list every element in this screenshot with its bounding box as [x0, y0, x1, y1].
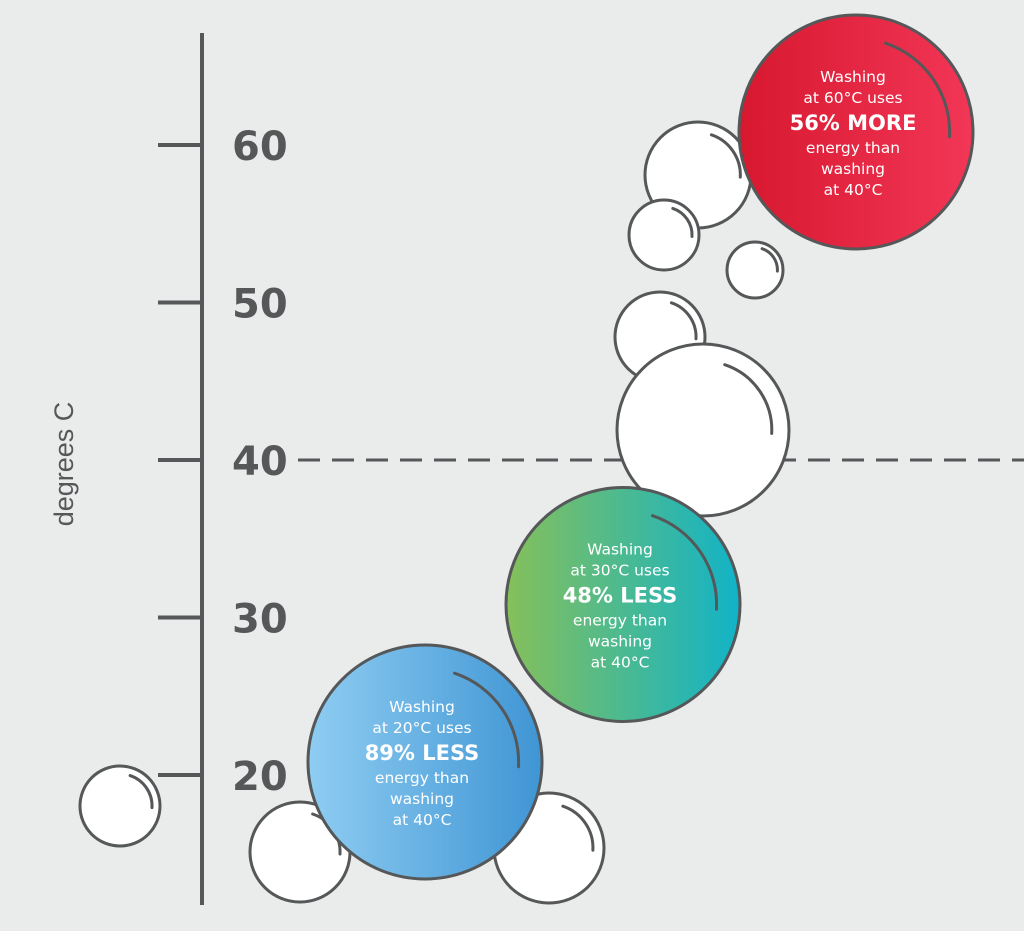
bubble-text-line: washing: [588, 633, 652, 651]
y-tick-label: 40: [232, 439, 288, 485]
decor-bubble-shine: [669, 301, 698, 341]
bubble-text-line: Washing: [389, 698, 455, 716]
bubble-text-line: energy than: [375, 769, 469, 787]
decor-bubble: [78, 764, 162, 848]
bubble-text-line: at 40°C: [393, 811, 452, 829]
bubble-text-line: washing: [821, 160, 885, 178]
axis-layer: 20 30 40 50 60 degrees C: [49, 33, 1024, 905]
decor-bubble: [627, 198, 701, 272]
bubble-text-line: at 60°C uses: [803, 89, 902, 107]
data-point-30: Washing at 30°C uses 48% LESS energy than wa…: [504, 486, 742, 723]
bubble-highlight: 56% MORE: [790, 111, 917, 135]
decor-bubble: [615, 342, 791, 518]
bubble-text-line: energy than: [573, 612, 667, 630]
decor-bubble-circle: [627, 198, 701, 272]
bubble-text-line: at 40°C: [591, 654, 650, 672]
data-bubble-circle: [504, 486, 742, 723]
bubble-text-line: Washing: [587, 541, 653, 559]
data-bubbles: Washing at 20°C uses 89% LESS energy than wa…: [306, 13, 975, 881]
bubble-text-line: at 20°C uses: [372, 719, 471, 737]
y-tick-label: 50: [232, 282, 288, 328]
data-point-20: Washing at 20°C uses 89% LESS energy than wa…: [306, 643, 544, 881]
data-bubble-circle: [306, 643, 544, 881]
y-tick-label: 20: [232, 754, 288, 800]
decor-bubble-shine: [723, 363, 774, 435]
y-axis-title: degrees C: [49, 402, 79, 527]
decorative-bubbles: [78, 120, 791, 905]
data-bubble-shine: [453, 671, 521, 769]
decor-bubble-shine: [128, 774, 154, 810]
bubble-text-line: Washing: [820, 68, 886, 86]
decor-bubble-circle: [725, 240, 785, 300]
data-bubble-shine: [651, 514, 719, 611]
bubble-text-line: energy than: [806, 139, 900, 157]
y-tick-label: 30: [232, 597, 288, 643]
bubble-highlight: 48% LESS: [563, 584, 678, 608]
data-bubble-shine: [884, 41, 952, 139]
decor-bubble-shine: [561, 804, 595, 852]
decor-bubble: [725, 240, 785, 300]
y-tick-label: 60: [232, 124, 288, 170]
data-point-60: Washing at 60°C uses 56% MORE energy than wa…: [737, 13, 975, 251]
bubble-text-line: at 40°C: [824, 181, 883, 199]
decor-bubble-shine: [671, 206, 694, 238]
decor-bubble-shine: [709, 133, 742, 179]
data-bubble-circle: [737, 13, 975, 251]
decor-bubble-circle: [78, 764, 162, 848]
decor-bubble-circle: [615, 342, 791, 518]
decor-bubble-shine: [760, 247, 779, 273]
bubble-text-line: at 30°C uses: [570, 562, 669, 580]
bubble-text-line: washing: [390, 790, 454, 808]
bubble-highlight: 89% LESS: [365, 741, 480, 765]
